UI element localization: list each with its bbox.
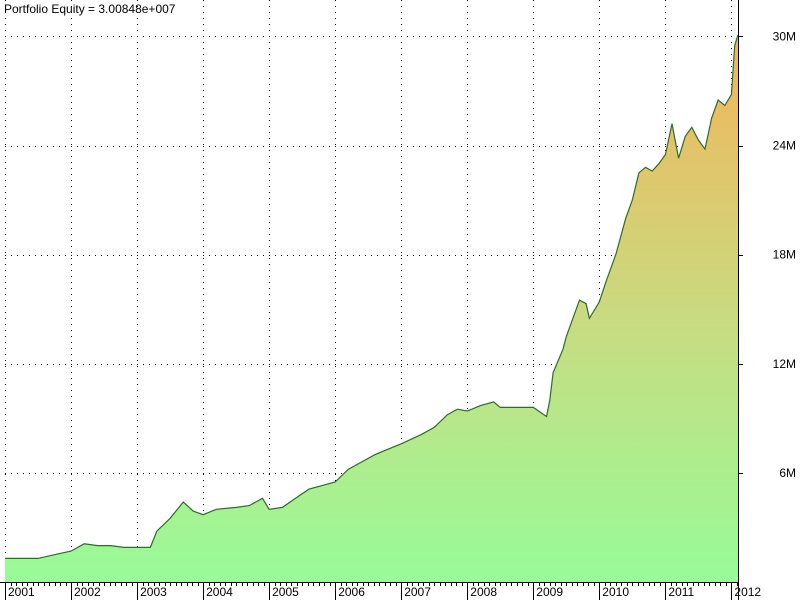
y-tick-label: 18M <box>773 248 796 262</box>
x-tick-label: 2009 <box>536 585 563 599</box>
equity-line <box>5 34 739 559</box>
x-tick-label: 2007 <box>404 585 431 599</box>
chart-title: Portfolio Equity = 3.00848e+007 <box>4 2 176 16</box>
x-tick-label: 2011 <box>668 585 694 599</box>
y-tick-label: 24M <box>773 139 796 153</box>
x-tick-label: 2005 <box>272 585 299 599</box>
equity-area-fill <box>5 34 738 583</box>
y-tick-label: 6M <box>779 466 796 480</box>
x-tick-label: 2003 <box>140 585 167 599</box>
x-tick-label: 2012 <box>734 585 761 599</box>
x-tick-label: 2008 <box>470 585 497 599</box>
y-tick-label: 30M <box>773 29 796 43</box>
x-tick-label: 2001 <box>8 585 35 599</box>
x-tick-label: 2010 <box>602 585 629 599</box>
x-tick-label: 2004 <box>206 585 233 599</box>
x-axis-labels: 2001 2002 2003 2004 2005 2006 2007 2008 2009 2010… <box>8 585 761 599</box>
x-tick-label: 2006 <box>338 585 365 599</box>
x-tick-label: 2002 <box>74 585 101 599</box>
y-tick-label: 12M <box>773 357 796 371</box>
y-axis-labels: 6M 12M 18M 24M 30M <box>738 29 796 480</box>
equity-area <box>5 34 739 583</box>
x-axis-ticks <box>5 582 738 600</box>
